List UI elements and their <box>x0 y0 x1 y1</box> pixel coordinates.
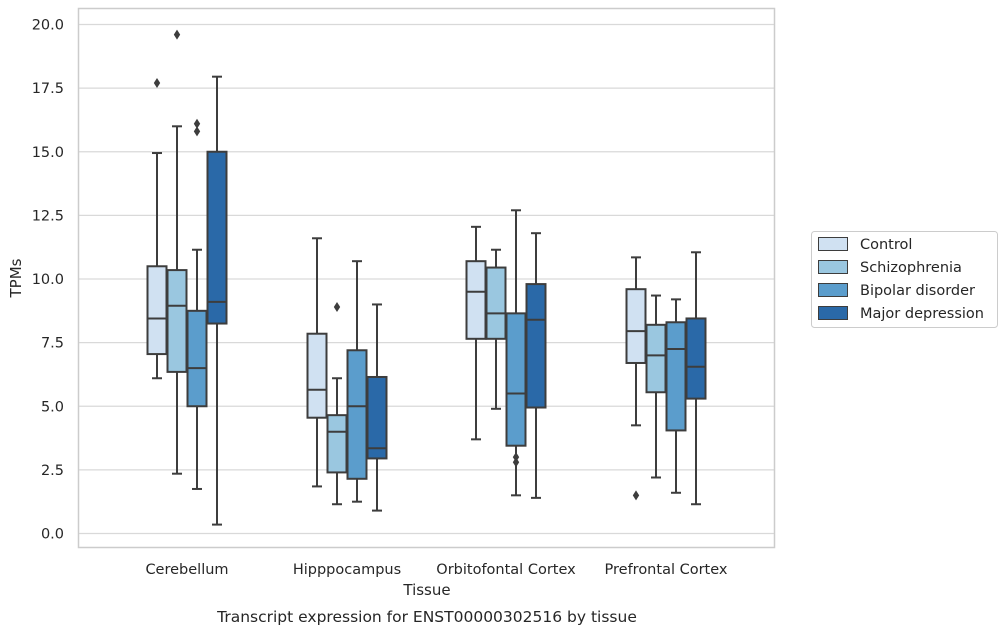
legend-item: Control <box>818 237 912 253</box>
outlier-point <box>193 126 201 137</box>
box-group <box>525 232 547 499</box>
legend-label: Bipolar disorder <box>860 283 975 299</box>
y-tick-label: 10.0 <box>32 272 64 288</box>
y-tick-label: 0.0 <box>41 527 64 543</box>
box <box>665 321 687 432</box>
outlier-point <box>173 29 181 40</box>
box-group <box>206 75 228 526</box>
box <box>146 265 168 356</box>
box <box>465 260 487 340</box>
box-group <box>306 237 328 488</box>
legend-label: Schizophrenia <box>860 260 962 276</box>
box <box>525 283 547 409</box>
box-groups <box>146 29 707 526</box>
box <box>366 375 388 460</box>
legend-item: Schizophrenia <box>818 260 962 276</box>
box <box>306 332 328 419</box>
outlier-point <box>193 118 201 129</box>
box-group <box>665 298 687 494</box>
y-tick-label: 12.5 <box>32 208 64 224</box>
box-group <box>146 78 168 380</box>
box-group <box>625 256 647 501</box>
legend: Control Schizophrenia Bipolar disorder Majo… <box>811 231 998 328</box>
outlier-point <box>512 457 520 468</box>
x-tick-label: Orbitofontal Cortex <box>436 562 576 578</box>
box <box>505 312 527 447</box>
box-group <box>326 301 348 506</box>
legend-item: Major depression <box>818 306 984 322</box>
y-tick-label: 7.5 <box>41 336 64 352</box>
x-axis-title: Tissue <box>402 581 450 599</box>
legend-swatch <box>818 283 848 297</box>
box <box>625 288 647 364</box>
y-tick-label: 2.5 <box>41 463 64 479</box>
box-group <box>465 225 487 441</box>
legend-swatch <box>818 260 848 274</box>
legend-item: Bipolar disorder <box>818 283 975 299</box>
outlier-point <box>512 452 520 463</box>
y-axis-title: TPMs <box>7 258 25 298</box>
legend-items: Control Schizophrenia Bipolar disorder Majo… <box>818 237 984 322</box>
outlier-point <box>632 490 640 501</box>
y-tick-label: 20.0 <box>32 18 64 34</box>
plot-frame <box>77 7 776 549</box>
box <box>645 323 667 394</box>
box <box>326 414 348 474</box>
box-group <box>346 260 368 503</box>
box-group <box>186 118 208 490</box>
box <box>485 266 507 340</box>
outlier-point <box>333 301 341 312</box>
x-tick-labels: Cerebellum Hipppocampus Orbitofontal Corte… <box>145 562 727 578</box>
box-group <box>166 29 188 475</box>
y-tick-label: 5.0 <box>41 399 64 415</box>
box <box>166 269 188 373</box>
x-tick-label: Cerebellum <box>145 562 228 578</box>
box-group <box>485 248 507 410</box>
x-tick-label: Hipppocampus <box>293 562 401 578</box>
box <box>685 317 707 400</box>
figure-caption: Transcript expression for ENST0000030251… <box>216 608 637 626</box>
legend-swatch <box>818 237 848 251</box>
x-tick-label: Prefrontal Cortex <box>605 562 728 578</box>
legend-frame <box>811 231 998 328</box>
legend-swatch <box>818 306 848 320</box>
box-group <box>366 303 388 512</box>
y-tick-label: 15.0 <box>32 145 64 161</box>
box <box>346 349 368 480</box>
legend-label: Control <box>860 237 912 253</box>
y-tick-labels: 0.0 2.5 5.0 7.5 10.0 12.5 15.0 17.5 20.0 <box>32 18 64 543</box>
box <box>186 309 208 408</box>
box-group <box>505 209 527 497</box>
box-group <box>685 251 707 506</box>
box <box>206 150 228 325</box>
y-tick-label: 17.5 <box>32 81 64 97</box>
legend-label: Major depression <box>860 306 984 322</box>
outlier-point <box>153 78 161 89</box>
box-group <box>645 294 667 479</box>
